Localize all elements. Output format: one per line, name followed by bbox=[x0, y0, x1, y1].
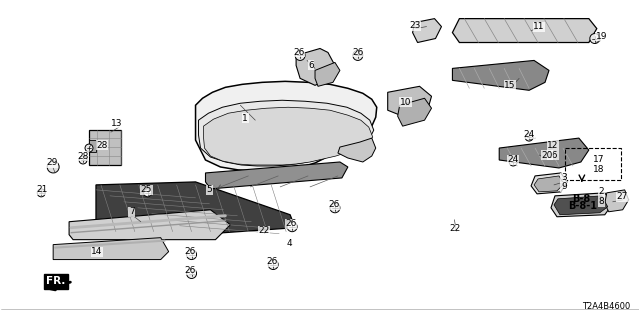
Circle shape bbox=[509, 158, 517, 166]
Circle shape bbox=[37, 189, 45, 197]
Text: 14: 14 bbox=[91, 247, 102, 256]
Text: 26: 26 bbox=[293, 48, 305, 57]
Circle shape bbox=[295, 51, 305, 60]
Text: 5: 5 bbox=[207, 185, 212, 194]
Text: 7: 7 bbox=[129, 207, 134, 216]
Text: 27: 27 bbox=[617, 192, 628, 201]
Text: T2A4B4600: T2A4B4600 bbox=[582, 302, 630, 311]
Text: 26: 26 bbox=[328, 200, 339, 209]
Text: 22: 22 bbox=[449, 224, 461, 233]
Polygon shape bbox=[452, 19, 596, 43]
Text: 24: 24 bbox=[523, 130, 534, 139]
Text: B-8: B-8 bbox=[572, 194, 590, 204]
Text: 1: 1 bbox=[243, 114, 248, 123]
Circle shape bbox=[144, 189, 152, 197]
Circle shape bbox=[590, 34, 600, 44]
Text: 12: 12 bbox=[547, 140, 558, 149]
Text: 13: 13 bbox=[111, 119, 122, 128]
Text: B-8-1: B-8-1 bbox=[568, 201, 597, 211]
Text: 25: 25 bbox=[141, 185, 152, 194]
Polygon shape bbox=[452, 60, 549, 90]
Text: 10: 10 bbox=[399, 98, 411, 107]
Text: 6: 6 bbox=[308, 61, 314, 70]
Text: 28: 28 bbox=[77, 151, 88, 161]
Text: FR.: FR. bbox=[47, 276, 66, 286]
Circle shape bbox=[525, 133, 533, 141]
Text: 17: 17 bbox=[593, 156, 604, 164]
Text: 26: 26 bbox=[184, 266, 196, 275]
Text: 26: 26 bbox=[184, 247, 196, 256]
Polygon shape bbox=[315, 62, 340, 86]
Polygon shape bbox=[413, 19, 442, 43]
Polygon shape bbox=[196, 81, 377, 171]
Circle shape bbox=[85, 144, 93, 152]
Text: 15: 15 bbox=[504, 81, 516, 90]
Polygon shape bbox=[551, 193, 612, 217]
Text: 8: 8 bbox=[599, 197, 605, 206]
FancyArrowPatch shape bbox=[47, 282, 70, 290]
Text: 21: 21 bbox=[36, 185, 47, 194]
Polygon shape bbox=[388, 86, 431, 118]
Polygon shape bbox=[205, 162, 348, 189]
Circle shape bbox=[330, 203, 340, 213]
Polygon shape bbox=[554, 196, 608, 215]
Text: 28: 28 bbox=[96, 140, 108, 149]
Text: 18: 18 bbox=[593, 165, 604, 174]
Polygon shape bbox=[534, 176, 564, 192]
Polygon shape bbox=[531, 173, 567, 194]
Polygon shape bbox=[605, 190, 628, 212]
Circle shape bbox=[287, 222, 297, 232]
Polygon shape bbox=[96, 182, 295, 235]
Text: 26: 26 bbox=[285, 219, 296, 228]
Circle shape bbox=[187, 268, 196, 278]
Circle shape bbox=[268, 260, 278, 269]
Text: 19: 19 bbox=[596, 32, 607, 41]
Text: 16: 16 bbox=[547, 150, 559, 160]
Polygon shape bbox=[89, 140, 96, 152]
Text: 26: 26 bbox=[266, 257, 278, 266]
Text: 20: 20 bbox=[541, 150, 552, 160]
Polygon shape bbox=[296, 49, 335, 85]
Text: 26: 26 bbox=[352, 48, 364, 57]
Text: 4: 4 bbox=[286, 239, 292, 248]
Text: 3: 3 bbox=[561, 173, 566, 182]
Polygon shape bbox=[89, 130, 121, 165]
Circle shape bbox=[187, 250, 196, 260]
Text: 23: 23 bbox=[410, 21, 421, 30]
Text: 24: 24 bbox=[507, 156, 518, 164]
Circle shape bbox=[47, 161, 59, 173]
Text: 22: 22 bbox=[259, 226, 269, 235]
Text: 11: 11 bbox=[533, 22, 545, 31]
Polygon shape bbox=[499, 138, 589, 168]
Polygon shape bbox=[204, 107, 372, 165]
Polygon shape bbox=[53, 238, 169, 260]
Circle shape bbox=[79, 156, 87, 164]
Circle shape bbox=[353, 51, 363, 60]
Polygon shape bbox=[338, 138, 376, 162]
Polygon shape bbox=[69, 210, 230, 240]
Polygon shape bbox=[198, 100, 374, 166]
Text: 9: 9 bbox=[561, 182, 566, 191]
Text: 2: 2 bbox=[599, 188, 604, 196]
Polygon shape bbox=[397, 98, 431, 126]
Text: 29: 29 bbox=[46, 158, 58, 167]
